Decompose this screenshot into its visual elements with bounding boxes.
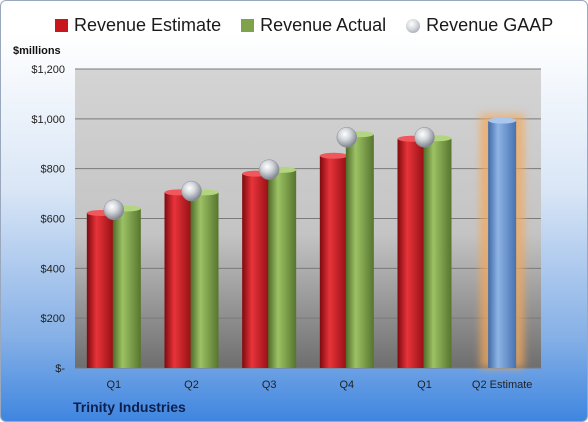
y-tick-label: $- <box>55 363 65 375</box>
x-tick-label: Q1 <box>417 379 432 391</box>
revenue-gaap-point <box>181 180 202 202</box>
y-tick-label: $1,000 <box>31 114 65 126</box>
estimate-bar-top <box>488 117 517 124</box>
x-tick-label: Q4 <box>339 379 354 391</box>
legend-label-revenue-estimate: Revenue Estimate <box>74 15 222 35</box>
legend-item-revenue-gaap: Revenue GAAP <box>406 15 553 36</box>
legend-swatch-revenue-estimate <box>55 19 68 32</box>
revenue-actual-bar <box>423 138 452 368</box>
legend-swatch-revenue-actual <box>241 19 255 32</box>
revenue-estimate-bar <box>242 173 271 368</box>
revenue-actual-bar <box>268 169 297 368</box>
x-tick-label: Q2 <box>184 379 199 391</box>
revenue-gaap-point <box>414 127 435 148</box>
y-tick-label: $1,200 <box>31 64 65 76</box>
legend-item-revenue-estimate: Revenue Estimate <box>55 15 221 36</box>
legend-label-revenue-gaap: Revenue GAAP <box>426 15 554 35</box>
revenue-actual-bar <box>190 192 219 368</box>
x-tick-label: Q1 <box>106 379 121 391</box>
legend-swatch-revenue-gaap <box>406 18 421 33</box>
revenue-estimate-bar <box>319 155 348 368</box>
y-tick-label: $400 <box>41 263 65 275</box>
legend-item-revenue-actual: Revenue Actual <box>241 15 386 36</box>
company-name: Trinity Industries <box>73 399 186 415</box>
x-tick-label: Q2 Estimate <box>472 379 533 391</box>
revenue-gaap-point <box>336 127 358 148</box>
x-tick-label: Q3 <box>262 379 277 391</box>
y-tick-label: $200 <box>41 313 65 325</box>
y-tick-label: $600 <box>41 214 65 226</box>
revenue-gaap-point <box>258 159 280 180</box>
revenue-gaap-point <box>103 199 125 221</box>
revenue-estimate-bar <box>164 192 193 368</box>
legend-label-revenue-actual: Revenue Actual <box>260 15 387 35</box>
revenue-actual-bar <box>112 208 141 368</box>
estimate-bar <box>488 120 517 368</box>
revenue-estimate-bar <box>86 213 115 368</box>
revenue-estimate-bar <box>397 138 426 368</box>
legend: Revenue Estimate Revenue Actual Revenue … <box>55 15 553 36</box>
revenue-actual-bar <box>345 134 374 368</box>
y-tick-label: $800 <box>41 164 65 176</box>
revenue-estimate-bar-top <box>319 152 348 159</box>
y-axis-units-label: $millions <box>13 45 61 57</box>
